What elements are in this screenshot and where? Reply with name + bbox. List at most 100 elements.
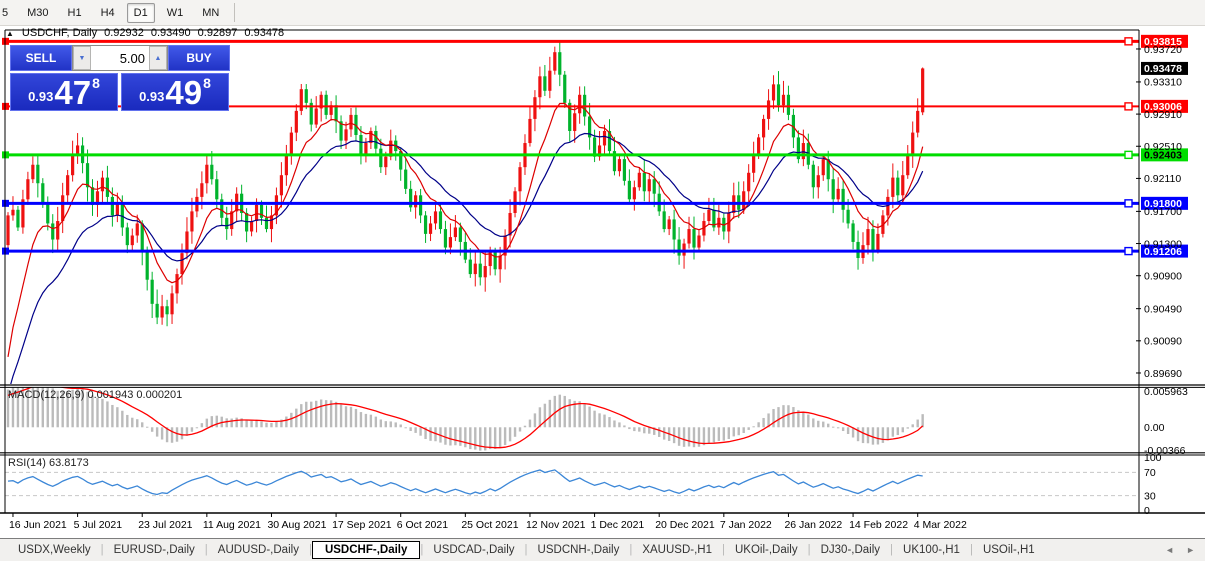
price-level-badge: 0.92403 [1141, 148, 1188, 162]
svg-text:100: 100 [1144, 452, 1162, 464]
svg-text:0.91800: 0.91800 [1144, 198, 1182, 210]
tab-separator: | [100, 544, 104, 556]
svg-text:25 Oct 2021: 25 Oct 2021 [461, 519, 518, 531]
svg-text:0.93310: 0.93310 [1144, 77, 1182, 89]
tab-separator: | [524, 544, 528, 556]
price-axis-ticks: 0.93720 0.93310 0.92910 0.92510 0.92110 0.917… [1136, 44, 1188, 517]
chart-tab-usdchf-daily[interactable]: USDCHF-,Daily [311, 541, 421, 559]
volume-decrease-button[interactable]: ▼ [73, 46, 91, 70]
chart-tab-usdx-weekly[interactable]: USDX,Weekly [18, 544, 91, 556]
volume-spinner: ▼ ▲ [72, 45, 168, 71]
sell-pips: 47 [54, 74, 92, 111]
timeframe-mn-button[interactable]: MN [202, 6, 220, 19]
chart-tab-dj30-daily[interactable]: DJ30-,Daily [820, 544, 881, 556]
tab-scroll-right-icon[interactable]: ► [1186, 545, 1195, 555]
svg-text:0.93720: 0.93720 [1144, 44, 1182, 56]
svg-text:0.93006: 0.93006 [1144, 101, 1182, 113]
price-level-badge: 0.91206 [1141, 244, 1188, 258]
sell-price-display[interactable]: 0.93 47 8 [10, 73, 118, 111]
timeframe-w1-button[interactable]: W1 [166, 6, 184, 19]
chart-tab-audusd-daily[interactable]: AUDUSD-,Daily [217, 544, 299, 556]
tab-separator: | [204, 544, 208, 556]
svg-text:0.90900: 0.90900 [1144, 270, 1182, 282]
tab-scroll-left-icon[interactable]: ◄ [1165, 545, 1175, 555]
sell-button[interactable]: SELL [10, 45, 72, 71]
svg-text:5 Jul 2021: 5 Jul 2021 [74, 519, 123, 531]
svg-text:70: 70 [1144, 467, 1156, 479]
svg-text:26 Jan 2022: 26 Jan 2022 [784, 519, 842, 531]
moving-averages [7, 102, 924, 384]
ohlc-low: 0.92897 [197, 27, 238, 39]
pane-borders [0, 29, 1205, 514]
timeframe-5-button[interactable]: 5 [2, 6, 9, 19]
price-level-badge: 0.93006 [1141, 99, 1188, 113]
ohlc-close: 0.93478 [244, 27, 285, 39]
buy-price-display[interactable]: 0.93 49 8 [121, 73, 229, 111]
timeframe-h4-button[interactable]: H4 [100, 6, 115, 19]
svg-text:23 Jul 2021: 23 Jul 2021 [138, 519, 192, 531]
one-click-collapse-icon[interactable]: ▲ [6, 28, 14, 38]
svg-text:4 Mar 2022: 4 Mar 2022 [914, 519, 967, 531]
svg-text:30 Aug 2021: 30 Aug 2021 [267, 519, 326, 531]
svg-text:0.90090: 0.90090 [1144, 336, 1182, 348]
toolbar-separator [234, 3, 236, 22]
macd-indicator [6, 387, 924, 451]
buy-big-figure: 0.93 [139, 89, 165, 104]
svg-text:0.91300: 0.91300 [1144, 238, 1182, 250]
tab-separator: | [721, 544, 725, 556]
volume-input[interactable] [91, 46, 149, 70]
price-level-badge: 0.93815 [1141, 34, 1188, 48]
chart-canvas[interactable]: 0.938150.930060.924030.918000.912060.934… [0, 26, 1205, 538]
tab-separator: | [308, 544, 312, 556]
svg-text:0.92510: 0.92510 [1144, 141, 1182, 153]
sell-big-figure: 0.93 [28, 89, 54, 104]
timeframe-h1-button[interactable]: H1 [67, 6, 82, 19]
svg-text:30: 30 [1144, 490, 1156, 502]
svg-text:6 Oct 2021: 6 Oct 2021 [397, 519, 449, 531]
chart-area: 0.93815 0.93006 0.92403 0.91800 0.91206 0.934… [0, 26, 1205, 538]
chart-tab-usdcad-daily[interactable]: USDCAD-,Daily [433, 544, 515, 556]
date-axis[interactable]: 16 Jun 2021 5 Jul 2021 23 Jul 2021 11 Aug 2… [9, 513, 967, 531]
svg-text:0.92403: 0.92403 [1144, 150, 1182, 162]
tab-separator: | [890, 544, 894, 556]
svg-text:7 Jan 2022: 7 Jan 2022 [720, 519, 772, 531]
timeframe-m30-button[interactable]: M30 [27, 6, 49, 19]
buy-button[interactable]: BUY [168, 45, 230, 71]
svg-text:14 Feb 2022: 14 Feb 2022 [849, 519, 908, 531]
svg-text:20 Dec 2021: 20 Dec 2021 [655, 519, 715, 531]
price-level-badge: 0.91800 [1141, 196, 1188, 210]
svg-text:0.92110: 0.92110 [1144, 173, 1181, 185]
volume-increase-button[interactable]: ▲ [149, 46, 167, 70]
tab-separator: | [969, 544, 973, 556]
svg-text:0.91700: 0.91700 [1144, 206, 1182, 218]
svg-text:0.91206: 0.91206 [1144, 246, 1182, 258]
buy-pipette: 8 [203, 75, 211, 91]
chart-tab-usoil-h1[interactable]: USOil-,H1 [982, 544, 1035, 556]
timeframe-d1-button[interactable]: D1 [126, 2, 155, 23]
svg-text:12 Nov 2021: 12 Nov 2021 [526, 519, 586, 531]
svg-text:0.90490: 0.90490 [1144, 303, 1182, 315]
chart-header: ▲ USDCHF, Daily 0.92932 0.93490 0.92897 … [6, 27, 284, 39]
tab-separator: | [629, 544, 633, 556]
chart-tab-eurusd-daily[interactable]: EURUSD-,Daily [113, 544, 195, 556]
ohlc-high: 0.93490 [150, 27, 191, 39]
chart-symbol-title: USDCHF, Daily [21, 27, 98, 39]
timeframe-toolbar: 5 M30 H1 H4 D1 W1 MN [0, 0, 1205, 26]
rsi-indicator [5, 469, 1139, 497]
tab-separator: | [420, 544, 424, 556]
svg-text:0.92910: 0.92910 [1144, 109, 1182, 121]
svg-text:0.00: 0.00 [1144, 422, 1165, 434]
svg-text:16 Jun 2021: 16 Jun 2021 [9, 519, 67, 531]
chart-tab-ukoil-daily[interactable]: UKOil-,Daily [734, 544, 798, 556]
chart-tab-usdcnh-daily[interactable]: USDCNH-,Daily [537, 544, 620, 556]
chart-tab-uk100-h1[interactable]: UK100-,H1 [903, 544, 960, 556]
chart-tab-xauusd-h1[interactable]: XAUUSD-,H1 [642, 544, 712, 556]
buy-pips: 49 [165, 74, 203, 111]
svg-text:-0.00366: -0.00366 [1144, 445, 1186, 457]
current-price-badge: 0.93478 [1141, 61, 1188, 75]
svg-text:11 Aug 2021: 11 Aug 2021 [203, 519, 261, 531]
svg-text:1 Dec 2021: 1 Dec 2021 [591, 519, 645, 531]
svg-text:0.93478: 0.93478 [1144, 63, 1182, 75]
